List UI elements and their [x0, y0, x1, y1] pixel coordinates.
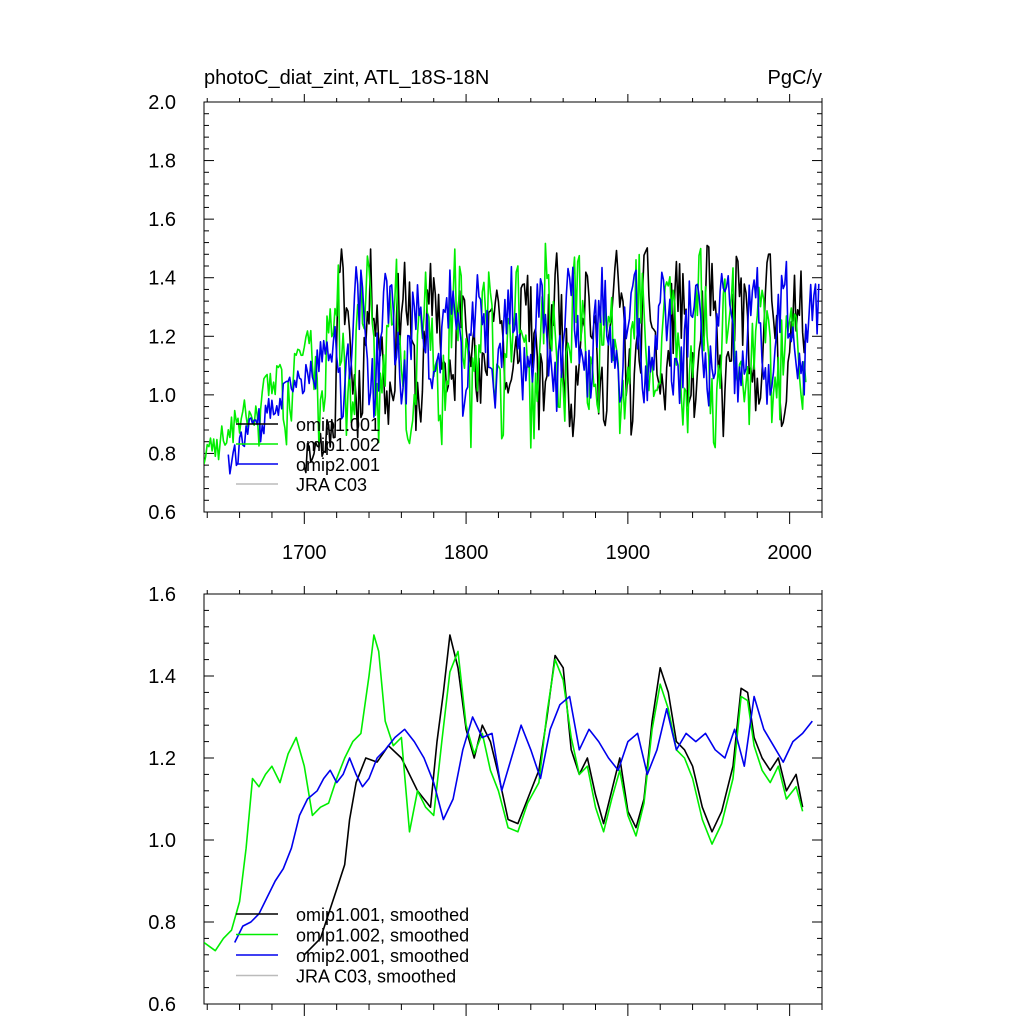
series-group — [204, 634, 813, 956]
series-line — [227, 260, 820, 475]
y-tick-label: 1.2 — [148, 326, 176, 348]
chart-title: photoC_diat_zint, ATL_18S-18N — [204, 67, 489, 89]
y-tick-label: 0.6 — [148, 502, 176, 524]
y-tick-label: 1.4 — [148, 666, 176, 688]
y-tick-label: 1.2 — [148, 748, 176, 770]
y-tick-label: 1.4 — [148, 268, 176, 290]
plot-frame — [203, 101, 823, 513]
legend-label: JRA C03, smoothed — [296, 967, 456, 987]
x-tick-label: 1800 — [444, 542, 489, 564]
legend-label: omip1.002, smoothed — [296, 926, 469, 946]
x-tick-label: 1900 — [606, 542, 651, 564]
series-line — [303, 244, 807, 474]
series-group — [204, 242, 820, 475]
series-line — [204, 634, 804, 952]
y-tick-label: 2.0 — [148, 92, 176, 114]
y-tick-label: 1.0 — [148, 385, 176, 407]
x-tick-label: 2000 — [767, 542, 812, 564]
series-line — [233, 695, 813, 943]
legend-label: JRA C03 — [296, 475, 367, 495]
x-tick-label: 1700 — [282, 542, 327, 564]
y-tick-label: 0.8 — [148, 443, 176, 465]
y-tick-label: 1.6 — [148, 584, 176, 606]
series-line — [204, 242, 807, 465]
units-label: PgC/y — [768, 67, 822, 89]
y-tick-label: 0.6 — [148, 994, 176, 1016]
legend-label: omip2.001 — [296, 455, 380, 475]
y-tick-label: 0.8 — [148, 912, 176, 934]
y-tick-label: 1.8 — [148, 151, 176, 173]
legend-label: omip1.002 — [296, 435, 380, 455]
y-tick-label: 1.0 — [148, 830, 176, 852]
legend-label: omip1.001 — [296, 415, 380, 435]
legend-label: omip1.001, smoothed — [296, 905, 469, 925]
legend-label: omip2.001, smoothed — [296, 946, 469, 966]
plot-frame — [203, 593, 823, 1005]
top-panel: 0.6 0.8 1.0 1.2 1.4 1.6 1.8 2.0 1700 1800 1900 2000… — [148, 92, 823, 564]
y-tick-label: 1.6 — [148, 209, 176, 231]
